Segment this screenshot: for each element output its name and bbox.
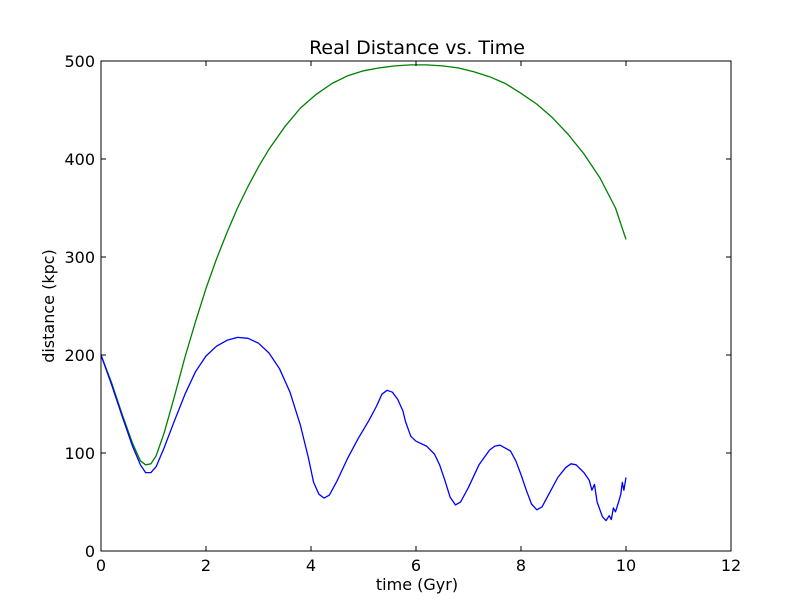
x-tick-label: 12 [721, 556, 741, 575]
x-tick-label: 10 [616, 556, 636, 575]
x-tick-label: 4 [306, 556, 316, 575]
chart-title: Real Distance vs. Time [309, 37, 525, 59]
y-tick-label: 100 [64, 444, 95, 463]
x-tick-label: 8 [516, 556, 526, 575]
series-line-0 [100, 64, 627, 466]
y-tick-label: 200 [64, 346, 95, 365]
y-tick-label: 400 [64, 150, 95, 169]
series-line-1 [100, 336, 627, 522]
y-tick-label: 300 [64, 248, 95, 267]
x-axis-label: time (Gyr) [376, 575, 458, 594]
plot-area: 0 2 4 6 8 10 12 0 100 200 300 400 500 [64, 52, 741, 575]
x-tick-label: 6 [411, 556, 421, 575]
x-tick-label: 0 [96, 556, 106, 575]
y-axis-label: distance (kpc) [39, 249, 58, 363]
y-tick-label: 500 [64, 52, 95, 71]
x-tick-label: 2 [201, 556, 211, 575]
y-tick-label: 0 [85, 542, 95, 561]
